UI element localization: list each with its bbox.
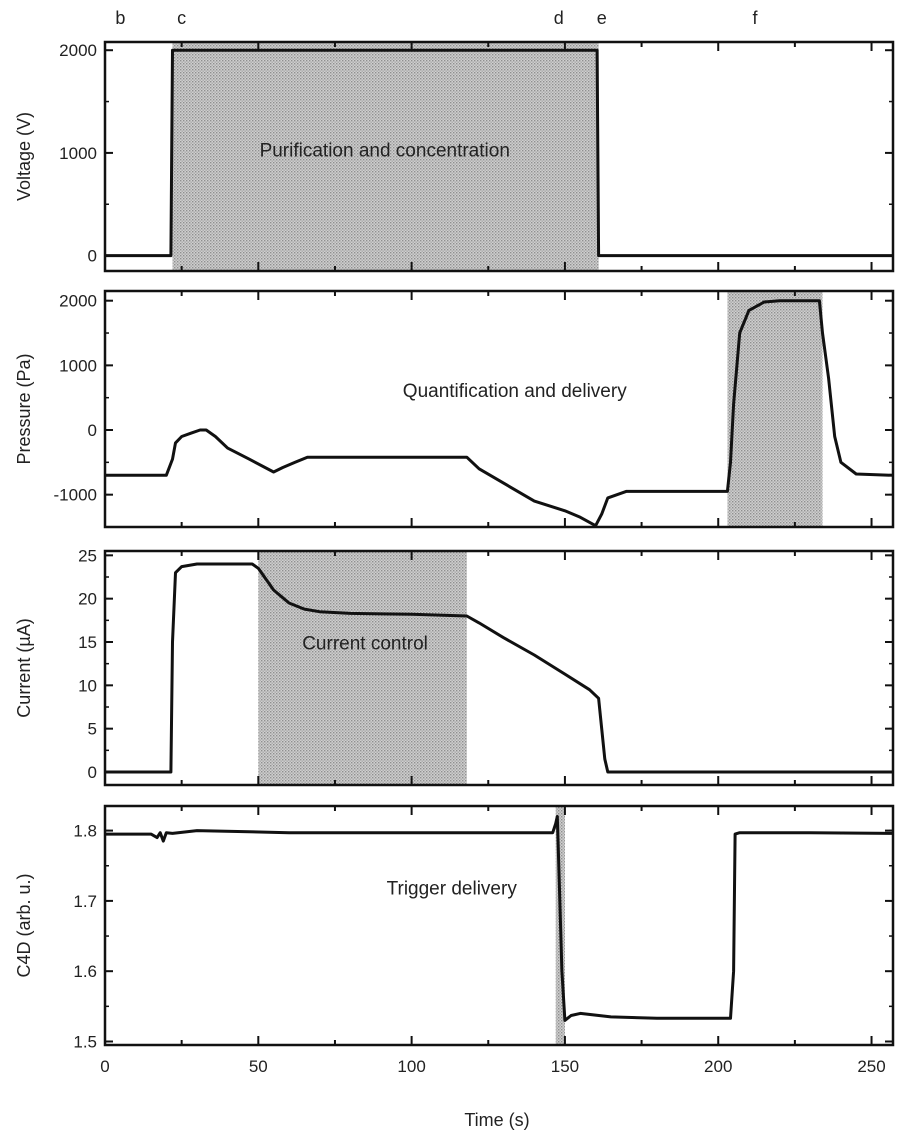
y-axis-label: Voltage (V) bbox=[14, 112, 34, 201]
y-axis-label: C4D (arb. u.) bbox=[14, 873, 34, 977]
region-label: Current control bbox=[302, 633, 428, 654]
x-tick-label: 0 bbox=[100, 1057, 109, 1076]
y-tick-label: 0 bbox=[88, 763, 97, 782]
panel-2: -1000 0 1000 2000 Pressure (Pa) Quantificatio… bbox=[14, 289, 895, 529]
plot-frame bbox=[103, 549, 895, 787]
y-tick-label: 1.8 bbox=[73, 822, 97, 841]
y-tick-label: 1.7 bbox=[73, 892, 97, 911]
y-tick-label: 5 bbox=[88, 720, 97, 739]
y-tick-label: 0 bbox=[88, 421, 97, 440]
y-tick-label: -1000 bbox=[54, 486, 97, 505]
plot-frame bbox=[103, 804, 895, 1047]
panel-1: 0 1000 2000 Voltage (V) Purification and con… bbox=[14, 40, 895, 273]
y-tick-label: 2000 bbox=[59, 292, 97, 311]
y-tick-label: 0 bbox=[88, 247, 97, 266]
x-tick-label: 50 bbox=[249, 1057, 268, 1076]
panel-4: 1.5 1.6 1.7 1.8 C4D (arb. u.) Trigger deliver… bbox=[14, 804, 895, 1051]
y-axis-label: Current (µA) bbox=[14, 618, 34, 717]
y-tick-label: 2000 bbox=[59, 41, 97, 60]
shaded-region bbox=[258, 551, 467, 785]
region-label: Quantification and delivery bbox=[403, 381, 627, 402]
data-line bbox=[105, 48, 893, 258]
phase-mark-c: c bbox=[177, 8, 186, 28]
region-label: Purification and concentration bbox=[260, 141, 510, 162]
x-axis-label: Time (s) bbox=[464, 1110, 529, 1130]
y-tick-label: 1.6 bbox=[73, 962, 97, 981]
shaded-region bbox=[727, 291, 823, 527]
y-tick-label: 1.5 bbox=[73, 1032, 97, 1051]
phase-mark-b: b bbox=[115, 8, 125, 28]
x-tick-label: 100 bbox=[397, 1057, 425, 1076]
x-tick-label: 250 bbox=[857, 1057, 885, 1076]
phase-mark-d: d bbox=[554, 8, 564, 28]
x-tick-label: 200 bbox=[704, 1057, 732, 1076]
plot-frame bbox=[103, 40, 895, 273]
data-line bbox=[105, 815, 894, 1022]
y-tick-label: 1000 bbox=[59, 144, 97, 163]
y-tick-label: 25 bbox=[78, 546, 97, 565]
plot-frame bbox=[103, 289, 895, 529]
phase-mark-e: e bbox=[597, 8, 607, 28]
phase-mark-f: f bbox=[753, 8, 759, 28]
y-tick-label: 20 bbox=[78, 590, 97, 609]
y-axis-label: Pressure (Pa) bbox=[14, 353, 34, 464]
region-label: Trigger delivery bbox=[387, 878, 518, 899]
panel-3: 0 5 10 15 20 25 Current (µA) Current control bbox=[14, 546, 895, 787]
y-tick-label: 15 bbox=[78, 633, 97, 652]
data-line bbox=[105, 562, 893, 774]
x-tick-label: 150 bbox=[551, 1057, 579, 1076]
data-line bbox=[105, 299, 894, 528]
y-tick-label: 1000 bbox=[59, 356, 97, 375]
y-tick-label: 10 bbox=[78, 676, 97, 695]
shaded-region bbox=[172, 42, 599, 271]
